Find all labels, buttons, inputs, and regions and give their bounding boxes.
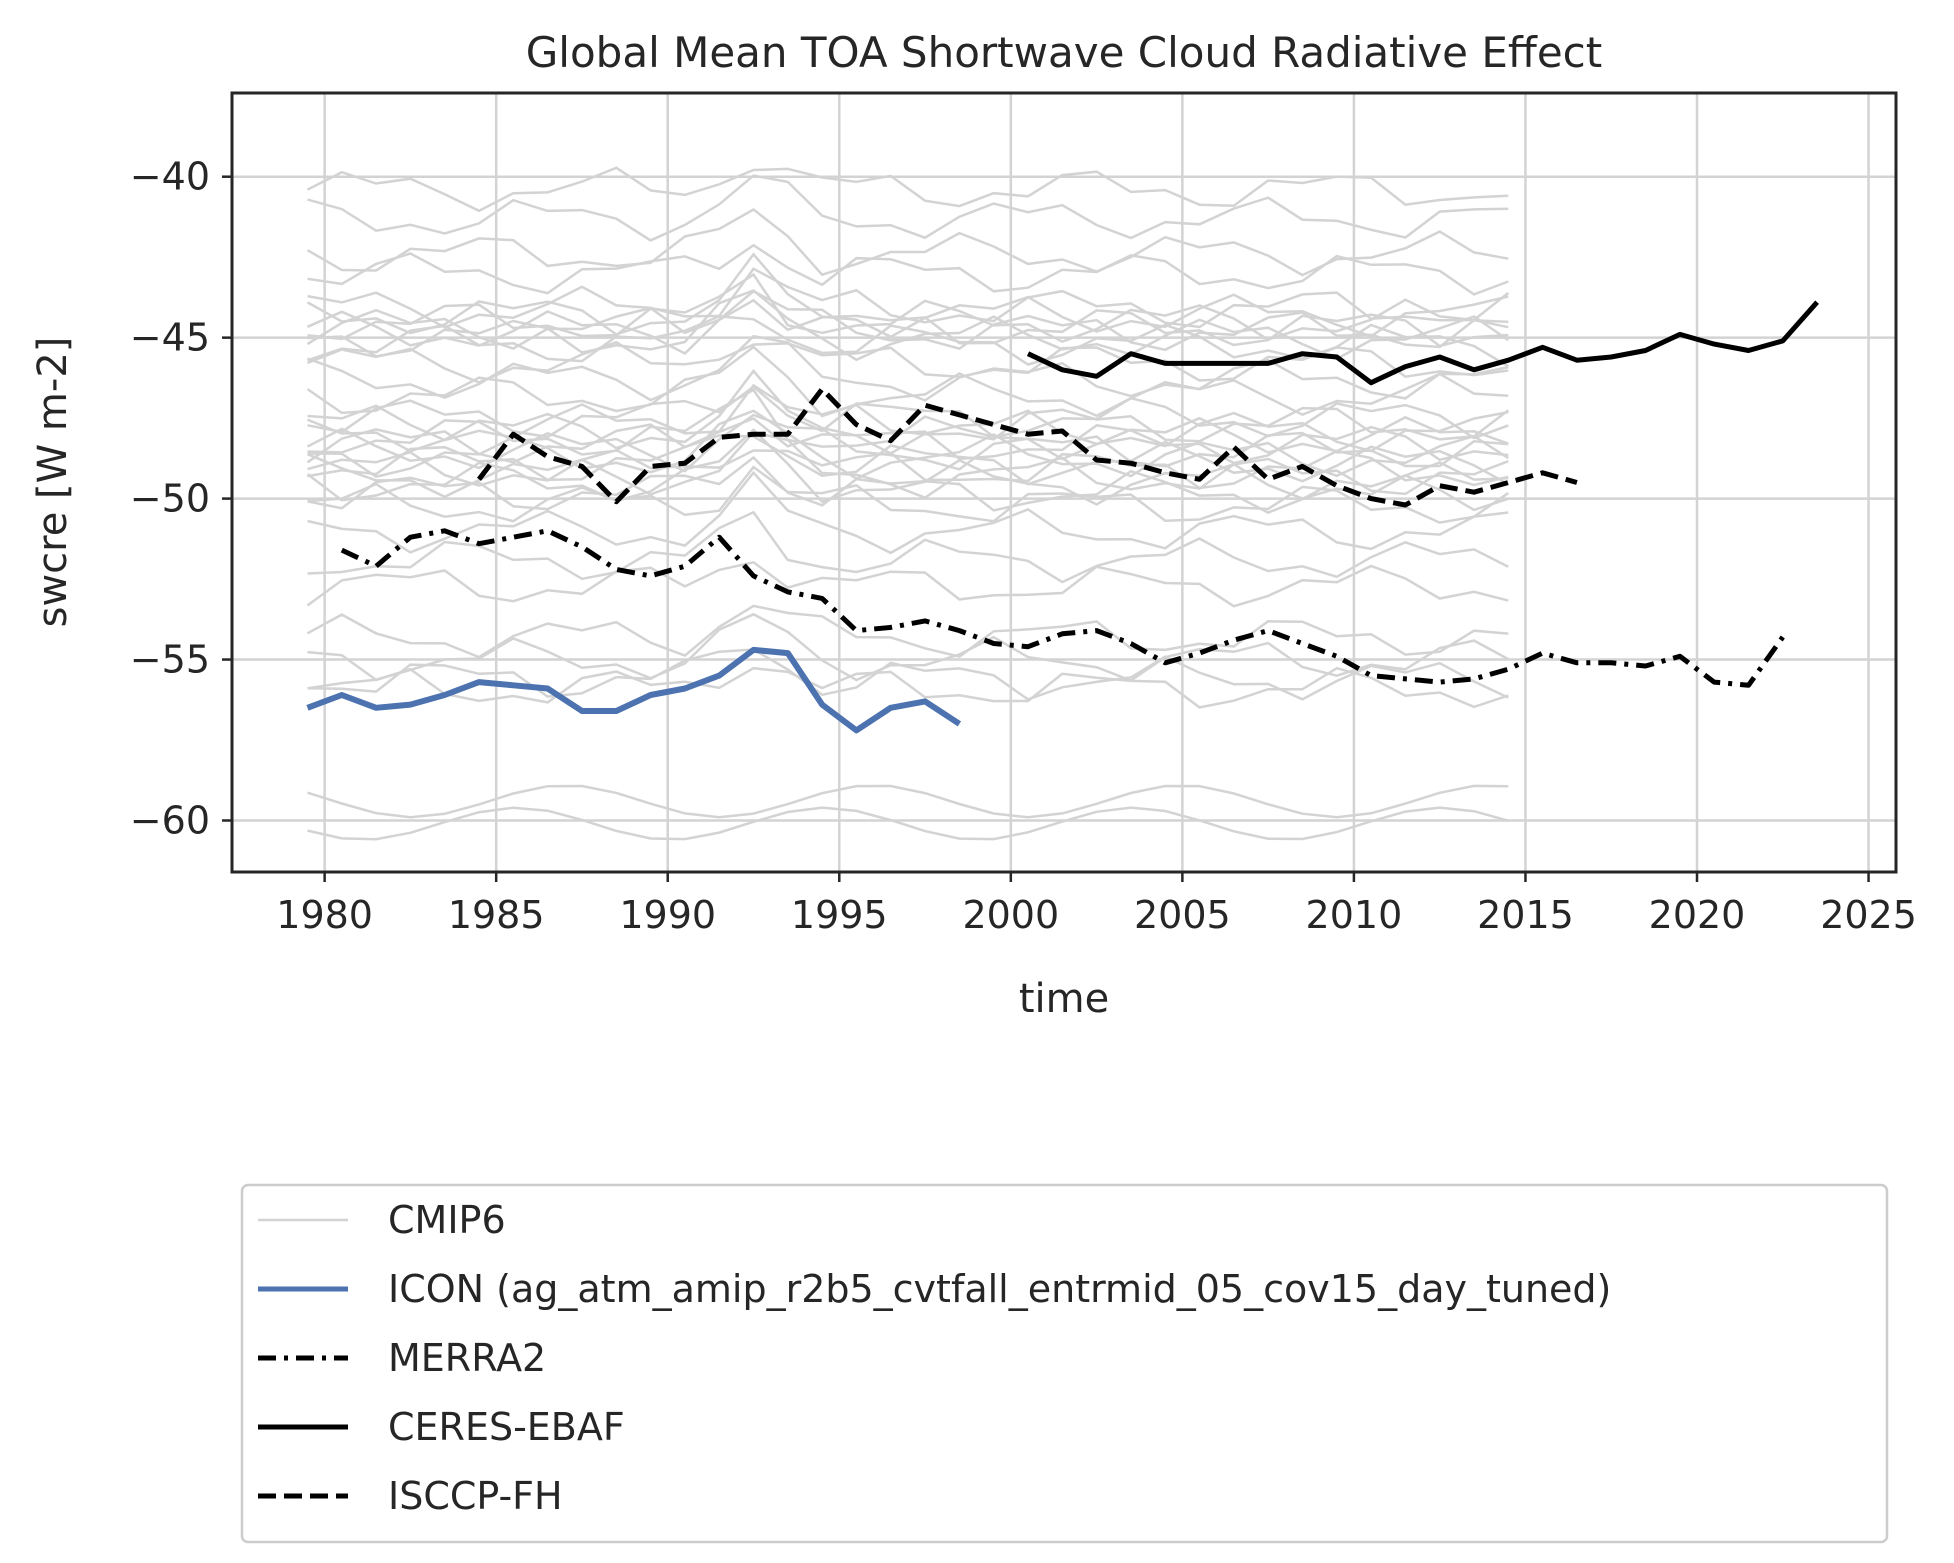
series-lines <box>306 300 1819 734</box>
cmip6-model-line <box>307 388 1509 461</box>
cmip6-model-line <box>306 252 1509 339</box>
legend: CMIP6 ICON (ag_atm_amip_r2b5_cvtfall_entr… <box>240 1183 1889 1544</box>
plot-frame <box>230 91 1898 874</box>
legend-label: ICON (ag_atm_amip_r2b5_cvtfall_entrmid_0… <box>388 1267 1611 1311</box>
cmip6-model-line <box>307 243 1509 296</box>
y-axis-label: swcre [W m-2] <box>30 337 76 628</box>
y-tick-label: −60 <box>130 798 210 842</box>
x-tick-label: 2005 <box>1134 893 1231 937</box>
y-tick-label: −55 <box>130 638 210 682</box>
x-tick-label: 2000 <box>962 893 1059 937</box>
cmip6-model-line <box>307 666 1509 709</box>
cmip6-model-line <box>307 289 1510 362</box>
cmip6-model-line <box>307 612 1509 682</box>
legend-label: CMIP6 <box>388 1198 506 1242</box>
cmip6-model-line <box>307 448 1509 490</box>
series-line-icon <box>306 646 962 734</box>
cmip6-model-line <box>307 806 1509 841</box>
legend-label: CERES-EBAF <box>388 1405 625 1449</box>
cmip6-model-line <box>307 465 1510 524</box>
x-tick-label: 2020 <box>1649 893 1746 937</box>
cmip6-model-line <box>306 413 1509 473</box>
y-axis-ticks: −60 −55 −50 −45 −40 <box>130 155 232 842</box>
series-line-isccp-fh <box>477 386 1578 508</box>
x-tick-label: 1980 <box>276 893 373 937</box>
cmip6-model-line <box>307 784 1509 819</box>
x-tick-label: 1995 <box>791 893 888 937</box>
cmip6-model-line <box>307 510 1509 584</box>
cmip6-model-line <box>307 455 1509 514</box>
cmip6-model-line <box>306 604 1509 659</box>
cmip6-model-line <box>306 207 1509 277</box>
cmip6-model-line <box>307 174 1509 242</box>
cmip6-model-line <box>307 334 1509 402</box>
y-tick-label: −40 <box>130 155 210 199</box>
series-line-ceres-ebaf <box>1026 300 1819 386</box>
cmip6-model-line <box>307 385 1509 440</box>
x-tick-label: 1985 <box>448 893 545 937</box>
cmip6-model-line <box>307 648 1509 701</box>
cmip6-model-line <box>307 430 1509 500</box>
x-tick-label: 2025 <box>1820 893 1917 937</box>
cmip6-model-line <box>307 470 1509 555</box>
legend-label: ISCCP-FH <box>388 1474 563 1518</box>
legend-box <box>240 1183 1889 1544</box>
x-axis-ticks: 1980 1985 1990 1995 2000 2005 2010 2015 2020 2025 <box>276 872 1917 937</box>
cmip6-model-line <box>307 369 1509 455</box>
series-line-merra2 <box>340 528 1785 688</box>
y-tick-label: −50 <box>130 477 210 521</box>
cmip6-model-line <box>306 345 1509 418</box>
cmip6-model-line <box>307 272 1509 343</box>
cmip6-model-line <box>306 560 1509 608</box>
x-tick-label: 1990 <box>619 893 716 937</box>
x-tick-label: 2010 <box>1306 893 1403 937</box>
x-axis-label: time <box>1019 976 1109 1022</box>
cmip6-model-line <box>307 434 1509 486</box>
cmip6-lines <box>306 166 1510 841</box>
y-tick-label: −45 <box>130 316 210 360</box>
x-tick-label: 2015 <box>1477 893 1574 937</box>
chart-title: Global Mean TOA Shortwave Cloud Radiativ… <box>526 28 1602 77</box>
cmip6-model-line <box>306 166 1509 213</box>
legend-label: MERRA2 <box>388 1336 546 1380</box>
cmip6-model-line <box>307 340 1509 384</box>
